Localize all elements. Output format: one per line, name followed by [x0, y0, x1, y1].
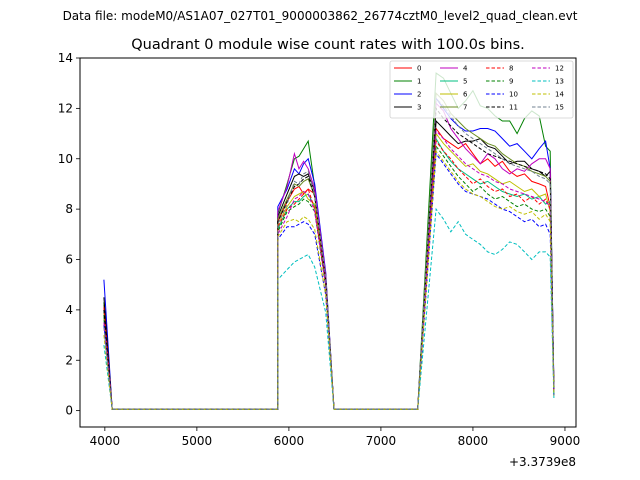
x-tick-label: 9000: [550, 434, 581, 448]
y-tick-label: 2: [65, 353, 73, 367]
figure-suptitle: Data file: modeM0/AS1A07_027T01_90000038…: [63, 9, 578, 23]
x-tick-label: 5000: [182, 434, 213, 448]
legend-label-12: 12: [555, 65, 564, 73]
series-line-10: [103, 152, 555, 410]
legend-label-0: 0: [417, 65, 421, 73]
x-tick-label: 6000: [274, 434, 305, 448]
y-tick-label: 14: [58, 51, 73, 65]
series-line-2: [103, 96, 555, 410]
y-tick-label: 10: [58, 152, 73, 166]
legend-label-6: 6: [463, 91, 468, 99]
series-line-4: [103, 102, 555, 410]
legend-label-5: 5: [463, 78, 467, 86]
y-tick-label: 12: [58, 101, 73, 115]
x-axis: 4000 5000 6000 7000 8000 9000: [90, 427, 581, 448]
y-tick-label: 0: [65, 404, 73, 418]
series-line-0: [103, 127, 555, 410]
legend-label-1: 1: [417, 78, 421, 86]
legend-label-11: 11: [509, 104, 518, 112]
legend-label-10: 10: [509, 91, 518, 99]
legend-label-3: 3: [417, 104, 421, 112]
series-line-15: [103, 97, 555, 410]
y-axis: 0 2 4 6 8 10 12 14: [58, 51, 80, 418]
series-line-11: [103, 106, 555, 410]
x-tick-label: 7000: [366, 434, 397, 448]
series-line-5: [103, 136, 555, 410]
chart-title: Quadrant 0 module wise count rates with …: [131, 37, 525, 53]
series-line-6: [103, 132, 555, 410]
legend-label-13: 13: [555, 78, 564, 86]
series-line-14: [103, 149, 555, 410]
series-line-9: [103, 144, 555, 410]
legend-label-8: 8: [509, 65, 513, 73]
y-tick-label: 6: [65, 253, 73, 267]
series-line-13: [103, 207, 555, 410]
series-line-8: [103, 139, 555, 410]
series-line-3: [103, 119, 555, 410]
legend-label-15: 15: [555, 104, 564, 112]
x-tick-label: 8000: [458, 434, 489, 448]
x-tick-label: 4000: [90, 434, 121, 448]
x-offset-label: +3.3739e8: [509, 455, 576, 469]
y-tick-label: 4: [65, 303, 73, 317]
legend-label-14: 14: [555, 91, 564, 99]
legend-box: [389, 60, 574, 119]
y-tick-label: 8: [65, 202, 73, 216]
legend-label-9: 9: [509, 78, 513, 86]
legend-label-7: 7: [463, 104, 467, 112]
legend-label-4: 4: [463, 65, 468, 73]
legend-label-2: 2: [417, 91, 421, 99]
axes-frame: [79, 57, 577, 428]
